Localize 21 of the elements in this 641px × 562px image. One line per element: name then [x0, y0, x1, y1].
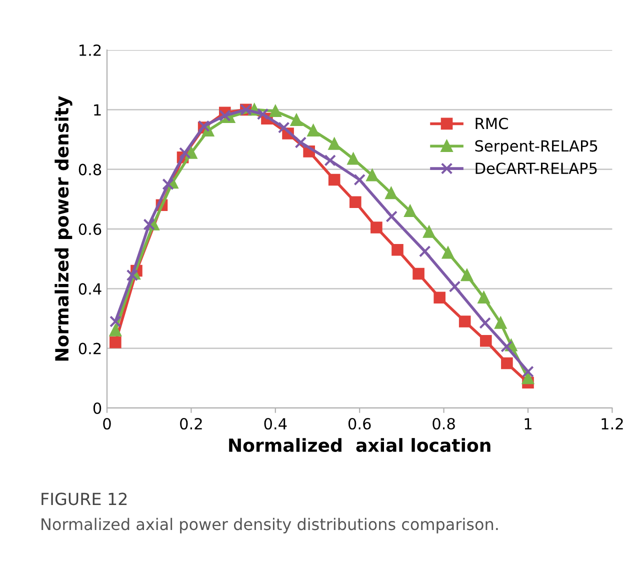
- y-tick-label: 0.2: [78, 342, 101, 354]
- y-tick-label: 1.2: [80, 44, 101, 56]
- y-tick-label: 0.8: [78, 164, 102, 176]
- x-tick-label: 0.6: [348, 418, 371, 430]
- x-axis-title: Normalized axial location: [229, 438, 490, 452]
- x-tick-label: 0.2: [180, 418, 202, 430]
- x-tick-label: 0.4: [264, 418, 287, 430]
- legend-label: RMC: [476, 118, 508, 130]
- y-tick-label: 0.4: [78, 283, 102, 295]
- x-tick-label: 1.2: [602, 418, 623, 430]
- y-axis-title: Normalized power density: [54, 96, 72, 361]
- y-tick-label: 0: [93, 402, 102, 414]
- legend-label: DeCART-RELAP5: [476, 162, 597, 174]
- y-tick-label: 0.6: [78, 223, 102, 236]
- x-tick-label: 0: [103, 418, 111, 430]
- legend-label: Serpent-RELAP5: [475, 140, 598, 155]
- y-tick-label: 1: [94, 104, 101, 116]
- x-tick-label: 1: [524, 418, 532, 430]
- text: Normalized axial power density distributions comparison.: [42, 518, 498, 534]
- x-tick-label: 0.8: [432, 418, 455, 430]
- caption: FIGURE 12: [42, 492, 127, 506]
